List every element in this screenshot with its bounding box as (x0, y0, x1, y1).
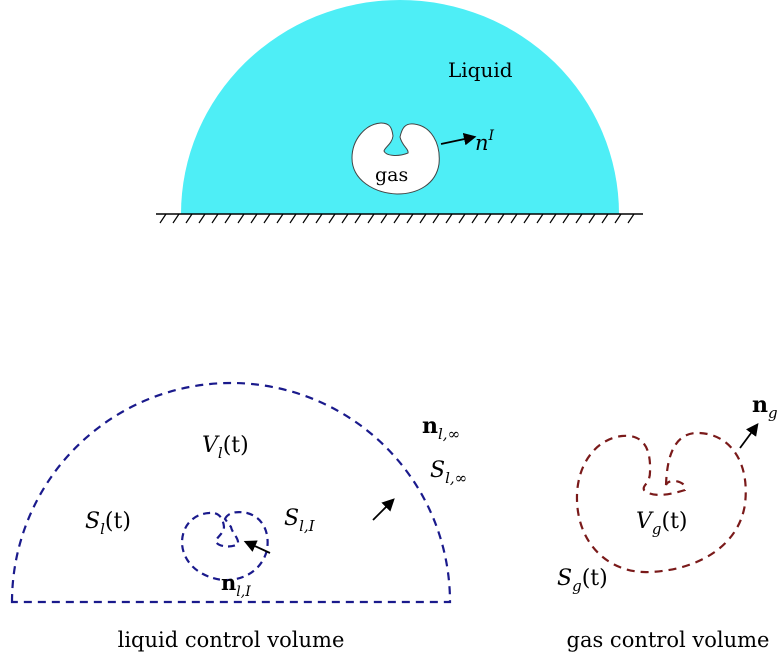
interface-normal-arrow-liquid (243, 540, 271, 554)
gas-boundary (575, 431, 747, 574)
wall-hatch-stroke (341, 213, 349, 224)
liquid-control-volume-caption: liquid control volume (118, 628, 345, 652)
wall-hatch-stroke (601, 213, 609, 224)
gas-label: gas (375, 164, 408, 186)
liquid-surface-label: Sl(t) (85, 509, 131, 538)
far-normal-arrow (372, 498, 395, 521)
wall-hatch-stroke (276, 213, 284, 224)
wall-hatch-stroke (393, 213, 401, 224)
wall-hatch-stroke (380, 213, 388, 224)
liquid-far-surface-label: Sl,∞ (430, 458, 467, 487)
liquid-droplet (181, 0, 619, 214)
gas-normal-label: ng (752, 392, 778, 422)
gas-control-volume: ng Vg(t) Sg(t) gas control volume (557, 392, 778, 652)
wall-hatch-stroke (289, 213, 297, 224)
liquid-interface-boundary (180, 511, 269, 582)
liquid-interface-label: Sl,I (284, 506, 316, 535)
top-droplet-figure: Liquid gas nI (156, 0, 643, 224)
wall-hatch-stroke (523, 213, 531, 224)
wall-hatch-stroke (614, 213, 622, 224)
liquid-outer-boundary (10, 381, 452, 604)
wall-hatch-stroke (627, 213, 635, 224)
gas-bubble (351, 122, 440, 195)
wall-hatch-stroke (575, 213, 583, 224)
wall-hatch-stroke (198, 213, 206, 224)
wall-hatch-stroke (185, 213, 193, 224)
liquid-control-volume: Vl(t) Sl(t) Sl,I Sl,∞ nl,∞ nl,I liquid c… (10, 381, 467, 652)
far-normal-label: nl,∞ (422, 413, 460, 443)
liquid-volume-label: Vl(t) (202, 433, 249, 462)
gas-surface-label: Sg(t) (557, 566, 608, 595)
wall-hatch-stroke (211, 213, 219, 224)
wall-hatch-stroke (315, 213, 323, 224)
wall-hatch-stroke (549, 213, 557, 224)
wall-hatch-stroke (484, 213, 492, 224)
wall-hatch-stroke (510, 213, 518, 224)
wall-hatch-stroke (458, 213, 466, 224)
wall-hatch-stroke (406, 213, 414, 224)
wall-hatch-stroke (328, 213, 336, 224)
interface-normal-label: nI (475, 128, 495, 155)
wall-hatch-stroke (224, 213, 232, 224)
wall-hatch-stroke (588, 213, 596, 224)
interface-normal-label-liquid: nl,I (221, 570, 251, 600)
wall-hatch-stroke (172, 213, 180, 224)
gas-control-volume-caption: gas control volume (567, 628, 770, 652)
wall-hatch-stroke (432, 213, 440, 224)
wall-hatching (159, 213, 635, 224)
wall-hatch-stroke (250, 213, 258, 224)
wall-hatch-stroke (497, 213, 505, 224)
wall-hatch-stroke (419, 213, 427, 224)
wall-hatch-stroke (536, 213, 544, 224)
wall-hatch-stroke (562, 213, 570, 224)
wall-hatch-stroke (354, 213, 362, 224)
gas-normal-arrow (739, 422, 759, 449)
wall-hatch-stroke (471, 213, 479, 224)
wall-hatch-stroke (302, 213, 310, 224)
wall-hatch-stroke (445, 213, 453, 224)
wall-hatch-stroke (263, 213, 271, 224)
gas-volume-label: Vg(t) (636, 509, 688, 538)
liquid-label: Liquid (448, 58, 513, 82)
wall-hatch-stroke (237, 213, 245, 224)
wall-hatch-stroke (367, 213, 375, 224)
wall-hatch-stroke (159, 213, 167, 224)
interface-normal-arrow (440, 132, 477, 146)
